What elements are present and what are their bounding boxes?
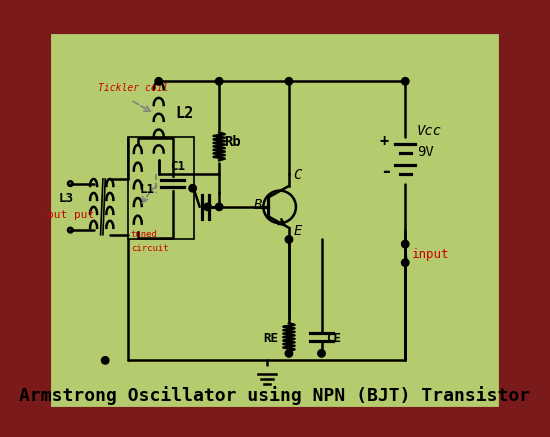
Text: Rb: Rb (224, 135, 240, 149)
FancyBboxPatch shape (50, 32, 501, 409)
Circle shape (402, 77, 409, 85)
Circle shape (204, 203, 211, 211)
Text: Tickler coil: Tickler coil (98, 83, 169, 93)
Text: L3: L3 (59, 192, 74, 205)
Text: Vcc: Vcc (417, 124, 442, 138)
Circle shape (189, 184, 196, 192)
Text: 9V: 9V (417, 145, 433, 159)
Text: C: C (294, 168, 302, 182)
Text: RE: RE (263, 332, 278, 345)
Bar (129, 137, 194, 239)
Text: +: + (379, 135, 389, 149)
Text: E: E (294, 224, 302, 238)
Circle shape (318, 350, 325, 357)
Circle shape (285, 236, 293, 243)
Circle shape (285, 77, 293, 85)
Circle shape (155, 77, 162, 85)
Circle shape (402, 259, 409, 267)
Text: -: - (379, 162, 392, 180)
Circle shape (285, 350, 293, 357)
Text: C1: C1 (170, 160, 185, 173)
Text: Armstrong Oscillator using NPN (BJT) Transistor: Armstrong Oscillator using NPN (BJT) Tra… (19, 386, 531, 405)
Text: L2: L2 (175, 107, 193, 121)
Text: circuit: circuit (131, 244, 168, 253)
Circle shape (216, 77, 223, 85)
Circle shape (216, 203, 223, 211)
Text: tuned: tuned (131, 230, 158, 239)
Text: CE: CE (326, 332, 341, 345)
Circle shape (102, 357, 109, 364)
Circle shape (402, 240, 409, 248)
Text: B: B (254, 198, 262, 212)
Text: L1: L1 (140, 183, 155, 196)
Text: out put: out put (47, 211, 95, 221)
Text: input: input (412, 248, 450, 261)
